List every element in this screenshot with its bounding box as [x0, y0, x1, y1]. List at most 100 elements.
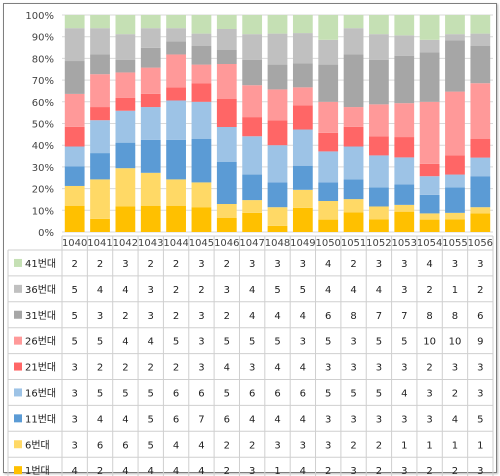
bar-segment: [64, 185, 85, 206]
bar-segment: [90, 74, 110, 108]
table-value: 7: [401, 311, 407, 322]
table-value: 3: [224, 285, 230, 296]
bar-segment: [394, 211, 415, 232]
table-value: 5: [71, 311, 77, 322]
bar-segment: [90, 179, 110, 219]
table-value: 1: [477, 440, 483, 451]
bar-segment: [267, 64, 288, 90]
table-value: 2: [452, 388, 458, 399]
x-category-label: 1049: [290, 238, 315, 249]
bar-segment: [318, 182, 339, 201]
table-value: 5: [274, 337, 280, 348]
table-value: 2: [173, 311, 179, 322]
bar-segment: [343, 15, 364, 29]
table-value: 3: [477, 363, 483, 374]
table-value: 4: [122, 285, 128, 296]
x-category-label: 1045: [189, 238, 214, 249]
legend-swatch: [14, 466, 22, 475]
table-value: 4: [249, 285, 255, 296]
bar-segment: [343, 126, 364, 147]
table-value: 4: [224, 363, 230, 374]
legend-swatch: [14, 414, 22, 423]
bar-segment: [216, 162, 237, 204]
table-value: 2: [376, 440, 382, 451]
table-value: 5: [350, 388, 356, 399]
table-value: 5: [71, 337, 77, 348]
table-value: 3: [477, 259, 483, 270]
bar-segment: [318, 132, 339, 152]
bar-segment: [216, 29, 237, 50]
table-value: 5: [97, 388, 103, 399]
bar-segment: [242, 34, 263, 60]
x-category-label: 1050: [315, 238, 340, 249]
bar-segment: [191, 46, 212, 65]
legend-label: 11번대: [25, 413, 56, 425]
table-value: 7: [376, 311, 382, 322]
bar-segment: [267, 120, 288, 146]
table-value: 4: [71, 466, 77, 476]
table-value: 3: [401, 363, 407, 374]
table-value: 1: [274, 466, 280, 476]
table-value: 2: [173, 363, 179, 374]
table-value: 2: [426, 466, 432, 476]
table-value: 5: [173, 337, 179, 348]
bar-segment: [166, 87, 186, 101]
bar-segment: [419, 163, 440, 177]
table-value: 5: [376, 337, 382, 348]
table-value: 3: [274, 440, 280, 451]
bar-segment: [318, 201, 339, 220]
table-value: 3: [300, 337, 306, 348]
legend-label: 36번대: [25, 284, 56, 296]
bar-segment: [394, 204, 415, 212]
bar-segment: [369, 219, 389, 232]
table-value: 3: [300, 440, 306, 451]
bar-segment: [343, 146, 364, 180]
bar-segment: [292, 15, 313, 34]
bar-segment: [64, 126, 85, 147]
x-category-label: 1048: [265, 238, 290, 249]
bar-segment: [394, 184, 415, 205]
bar-segment: [445, 174, 465, 188]
bar-segment: [191, 15, 212, 34]
table-value: 3: [401, 259, 407, 270]
table-value: 4: [426, 259, 432, 270]
bar-segment: [90, 218, 110, 232]
bar-segment: [90, 120, 110, 154]
table-value: 4: [376, 285, 382, 296]
bar-segment: [140, 47, 161, 68]
y-tick-label: 60%: [32, 98, 54, 109]
bar-segment: [445, 34, 465, 41]
table-value: 3: [249, 363, 255, 374]
table-value: 8: [452, 311, 458, 322]
table-value: 3: [71, 440, 77, 451]
table-value: 4: [274, 414, 280, 425]
table-value: 6: [198, 388, 204, 399]
table-value: 3: [198, 363, 204, 374]
bar-segment: [191, 139, 212, 183]
bar-segment: [470, 213, 491, 232]
bar-segment: [140, 172, 161, 206]
table-value: 6: [274, 388, 280, 399]
bar-segment: [242, 117, 263, 137]
table-value: 2: [97, 259, 103, 270]
table-value: 4: [148, 466, 154, 476]
bar-segment: [216, 64, 237, 99]
bar-segment: [140, 205, 161, 232]
bar-segment: [318, 15, 339, 40]
table-value: 4: [97, 414, 103, 425]
table-value: 2: [325, 466, 331, 476]
table-value: 6: [300, 388, 306, 399]
bar-segment: [470, 176, 491, 208]
table-value: 1: [452, 285, 458, 296]
bar-segment: [242, 85, 263, 118]
bar-segment: [90, 153, 110, 180]
table-value: 3: [71, 414, 77, 425]
table-value: 2: [452, 466, 458, 476]
table-value: 3: [97, 311, 103, 322]
x-category-label: 1041: [87, 238, 112, 249]
table-value: 8: [350, 311, 356, 322]
bar-segment: [242, 136, 263, 175]
bar-segment: [318, 64, 339, 102]
x-category-label: 1044: [163, 238, 188, 249]
